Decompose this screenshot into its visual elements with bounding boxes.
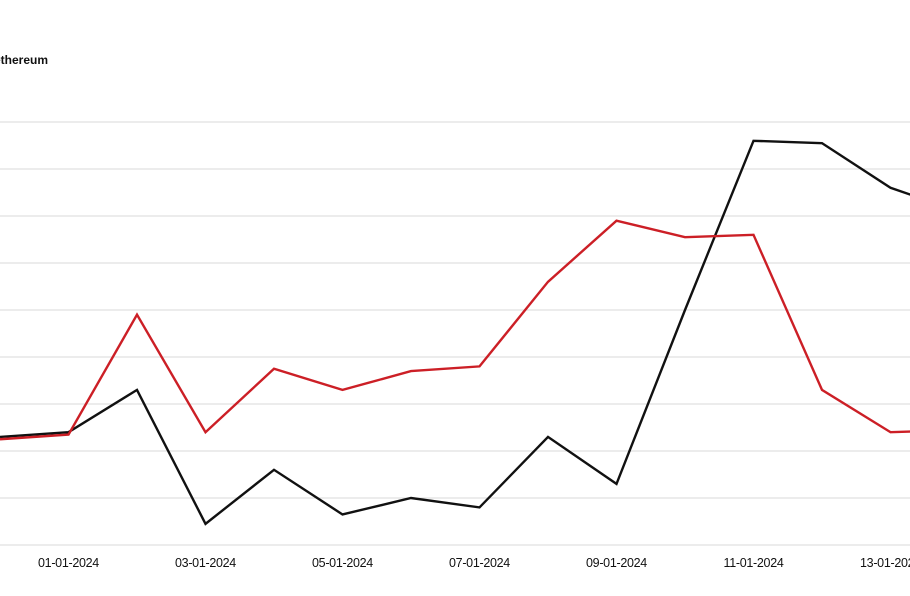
series-line-2 xyxy=(0,219,910,441)
x-tick-label: 09-01-2024 xyxy=(586,556,647,570)
x-tick-label: 01-01-2024 xyxy=(38,556,99,570)
series-2 xyxy=(0,219,910,441)
gridlines xyxy=(0,121,910,546)
x-tick-label: 03-01-2024 xyxy=(175,556,236,570)
x-tick-label: 05-01-2024 xyxy=(312,556,373,570)
series-1 xyxy=(0,139,910,526)
series-line-1 xyxy=(0,139,910,526)
x-tick-label: 13-01-2024 xyxy=(860,556,910,570)
series-layer xyxy=(0,139,910,526)
legend-label: ethereum xyxy=(0,53,48,67)
x-tick-label: 11-01-2024 xyxy=(723,556,783,570)
x-axis-tick-labels: 01-01-2024 03-01-2024 05-01-2024 07-01-2024… xyxy=(38,556,910,570)
x-tick-label: 07-01-2024 xyxy=(449,556,510,570)
